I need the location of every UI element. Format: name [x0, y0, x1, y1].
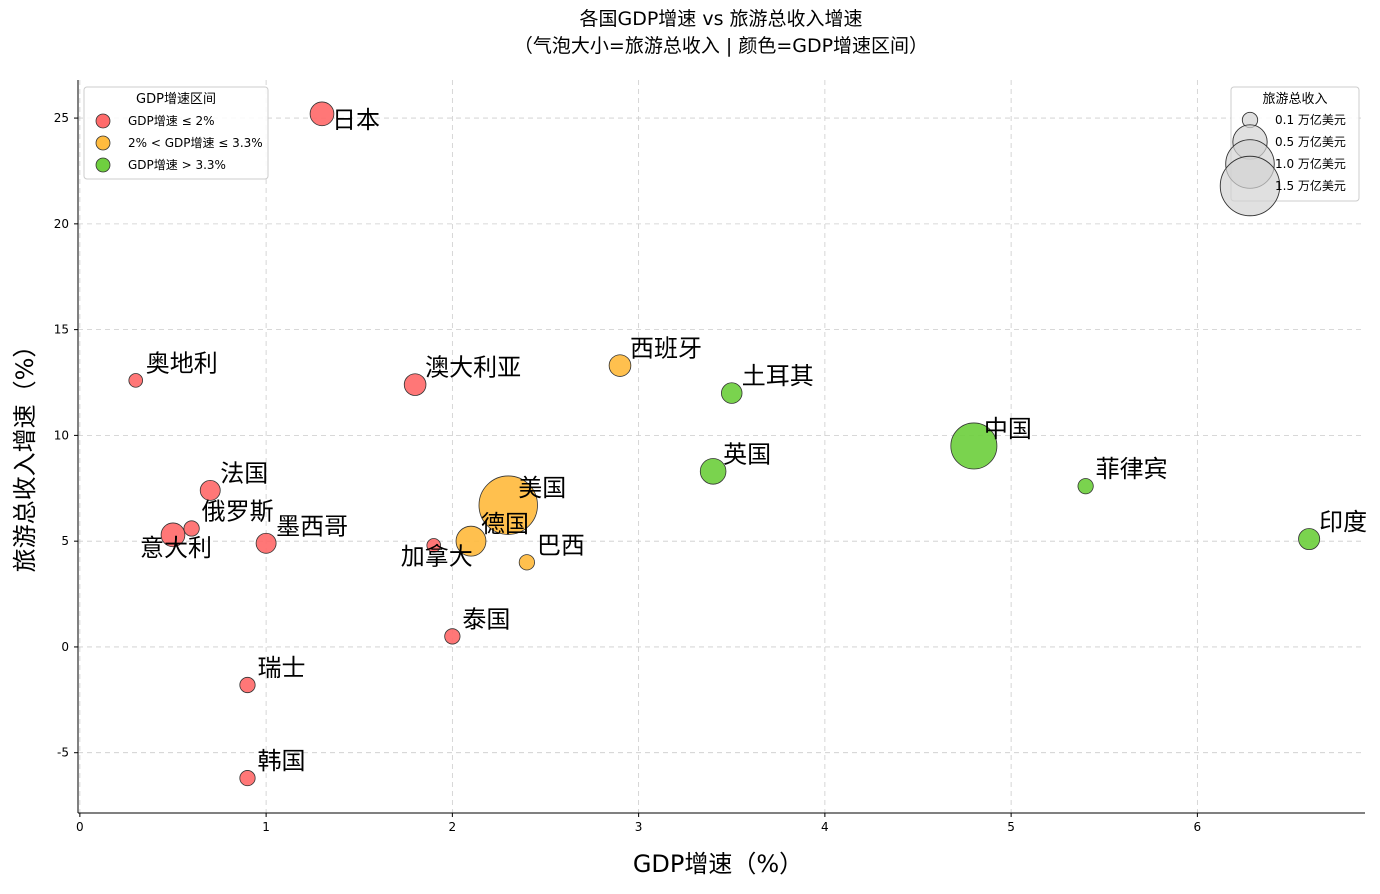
point-label: 菲律宾	[1096, 455, 1168, 483]
bubble-point	[1298, 528, 1321, 551]
bubble-point	[309, 101, 335, 127]
bubble-point	[608, 354, 632, 377]
x-tick-label: 3	[635, 820, 643, 834]
point-label: 瑞士	[257, 654, 305, 682]
grid	[78, 80, 1365, 813]
point-label: 日本	[332, 106, 380, 134]
size-legend: 旅游总收入 0.1 万亿美元 0.5 万亿美元 1.0 万亿美元 1.5 万亿美元	[1219, 86, 1360, 217]
bubble-point	[1077, 478, 1094, 495]
size-legend-title: 旅游总收入	[1262, 92, 1327, 107]
bubble-point	[950, 422, 998, 470]
bubble-point	[455, 525, 487, 557]
legend-marker	[95, 157, 111, 173]
point-label: 中国	[984, 415, 1032, 443]
x-tick-label: 4	[821, 820, 829, 834]
bubble-point	[403, 373, 427, 396]
bubble-point	[183, 520, 200, 537]
points	[128, 101, 1321, 787]
point-label: 印度	[1319, 508, 1367, 536]
legend-marker	[95, 135, 111, 151]
point-label: 奥地利	[146, 349, 218, 377]
chart-title: 各国GDP增速 vs 旅游总收入增速	[579, 8, 862, 30]
y-tick-label: 5	[61, 534, 69, 548]
point-label: 墨西哥	[276, 512, 348, 540]
bubble-point	[426, 538, 442, 553]
x-tick-label: 6	[1194, 820, 1202, 834]
point-label: 西班牙	[630, 335, 702, 363]
point-label: 俄罗斯	[202, 497, 274, 525]
y-tick-label: 15	[54, 323, 69, 337]
chart-subtitle: （气泡大小=旅游总收入 | 颜色=GDP增速区间）	[514, 35, 928, 57]
x-tick-label: 1	[262, 820, 270, 834]
bubble-point	[199, 479, 221, 501]
size-legend-label: 1.0 万亿美元	[1275, 156, 1346, 171]
point-label: 加拿大	[401, 542, 473, 570]
x-tick-label: 2	[449, 820, 457, 834]
size-legend-label: 0.1 万亿美元	[1275, 112, 1346, 127]
size-legend-label: 1.5 万亿美元	[1275, 178, 1346, 193]
color-legend: GDP增速区间 GDP增速 ≤ 2% 2% < GDP增速 ≤ 3.3% GDP增速…	[83, 86, 269, 180]
point-label: 法国	[220, 459, 268, 487]
bubble-point	[444, 628, 461, 645]
point-label: 土耳其	[742, 362, 814, 390]
bubble-point	[721, 382, 743, 404]
size-legend-marker	[1219, 155, 1281, 217]
point-label: 澳大利亚	[425, 354, 521, 382]
x-axis-label: GDP增速（%）	[633, 850, 803, 878]
legend-label: 2% < GDP增速 ≤ 3.3%	[128, 136, 263, 150]
y-tick-label: 25	[54, 111, 69, 125]
point-label: 美国	[518, 474, 566, 502]
bubble-point	[518, 554, 535, 571]
y-tick-label: 20	[54, 217, 69, 231]
y-tick-label: 0	[61, 640, 69, 654]
color-legend-title: GDP增速区间	[136, 92, 216, 107]
bubble-point	[239, 770, 256, 787]
bubble-point	[128, 373, 144, 388]
axes: 0 1 2 3 4 5 6 -5 0 5 10 15 20 25	[54, 80, 1365, 834]
point-label: 泰国	[462, 605, 510, 633]
size-legend-label: 0.5 万亿美元	[1275, 134, 1346, 149]
x-tick-label: 0	[76, 820, 84, 834]
point-label: 德国	[481, 510, 529, 538]
point-label: 意大利	[140, 534, 212, 562]
legend-label: GDP增速 ≤ 2%	[128, 114, 215, 128]
bubble-point	[255, 532, 277, 554]
y-tick-label: 10	[54, 428, 69, 442]
bubble-point	[478, 475, 538, 535]
y-axis-label: 旅游总收入增速（%）	[11, 334, 39, 573]
point-label: 韩国	[257, 747, 305, 775]
point-label: 巴西	[537, 531, 585, 559]
legend-label: GDP增速 > 3.3%	[128, 158, 226, 172]
bubble-point	[239, 676, 256, 694]
legend-marker	[95, 113, 111, 129]
bubble-point	[699, 458, 727, 485]
x-tick-label: 5	[1007, 820, 1015, 834]
point-label: 英国	[723, 440, 771, 468]
bubble-point	[160, 522, 186, 548]
y-tick-label: -5	[57, 746, 69, 760]
